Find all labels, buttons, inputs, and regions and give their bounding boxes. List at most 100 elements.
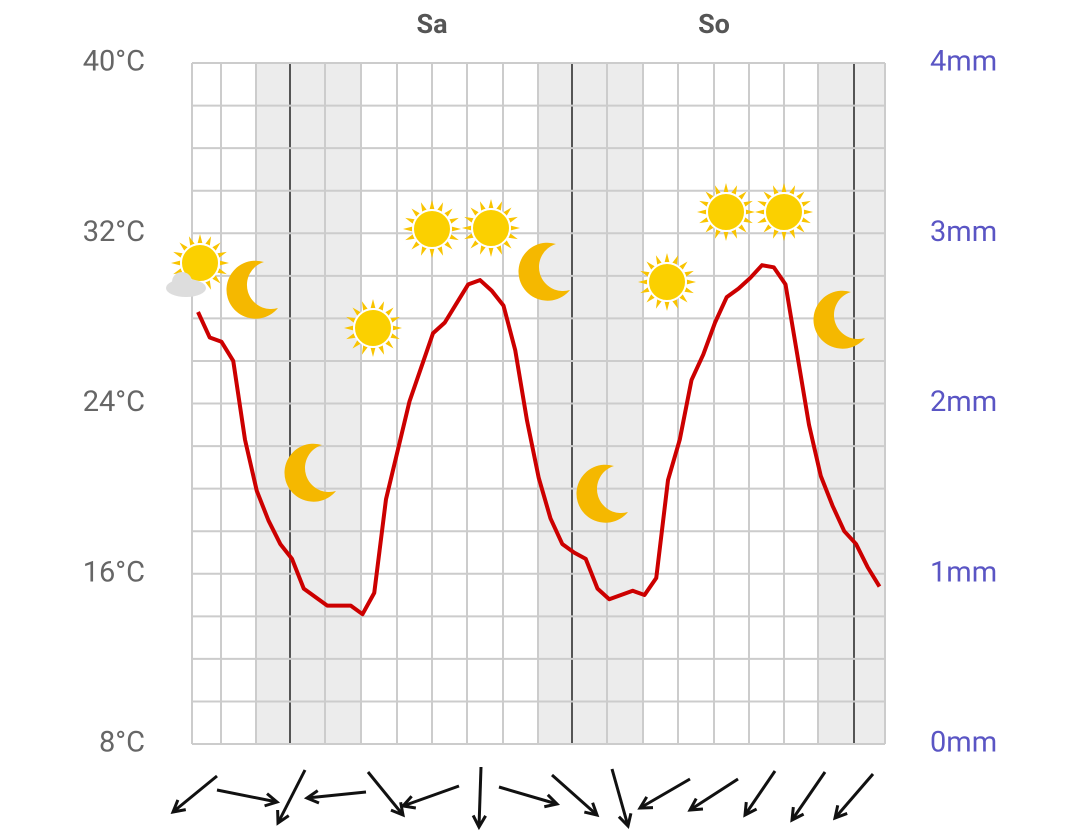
sun-icon <box>697 183 755 241</box>
wind-arrow <box>832 773 875 821</box>
sun-icon <box>638 253 696 311</box>
sun-ray <box>738 224 747 233</box>
y-tick-label: 8°C <box>99 726 145 760</box>
sun-ray <box>745 209 755 215</box>
sun-ray <box>801 217 811 224</box>
arrow-shaft <box>689 777 739 812</box>
sun-ray <box>796 191 805 200</box>
sun-ray <box>699 200 709 207</box>
sun-ray <box>420 246 427 256</box>
sun-ray <box>684 270 694 277</box>
arrow-shaft <box>477 766 483 828</box>
sun-ray <box>757 200 767 207</box>
arrow-head <box>617 812 633 830</box>
sun-ray <box>392 325 402 331</box>
arrow-head <box>543 793 561 809</box>
sun-ray <box>403 226 413 232</box>
sun-ray <box>444 208 453 217</box>
sun-ray <box>451 226 461 232</box>
sun-ray <box>723 183 729 193</box>
sun-disc <box>471 208 511 248</box>
sun-ray <box>772 185 779 195</box>
sun-ray <box>464 216 474 223</box>
sun-ray <box>470 240 479 249</box>
sun-ray <box>352 307 361 316</box>
sun-ray <box>731 229 738 239</box>
arrow-shaft <box>402 784 460 808</box>
sun-ray <box>646 261 655 270</box>
sun-ray <box>411 208 420 217</box>
sun-ray <box>655 299 662 309</box>
sun-ray <box>488 199 494 209</box>
grid <box>191 62 886 745</box>
sun-ray <box>361 301 368 311</box>
y-tick-label: 40°C <box>83 45 145 79</box>
sun-ray <box>217 268 227 275</box>
sun-ray <box>781 183 787 193</box>
temperature-line <box>196 263 882 617</box>
sun-ray <box>352 340 361 349</box>
y2-tick-label: 0mm <box>930 726 997 760</box>
sun-ray <box>212 242 221 251</box>
sun-ray <box>638 279 648 285</box>
sun-disc <box>353 308 393 348</box>
sun-disc <box>706 192 746 232</box>
sun-ray <box>411 241 420 250</box>
sun-ray <box>496 245 503 255</box>
sun-ray <box>212 275 221 284</box>
sun-ray <box>796 224 805 233</box>
sun-ray <box>346 333 356 340</box>
sun-ray <box>188 236 195 246</box>
sun-ray <box>697 209 707 215</box>
wind-arrow <box>276 769 307 826</box>
sun-ray <box>655 255 662 265</box>
sun-ray <box>789 229 796 239</box>
moon-icon <box>813 290 865 349</box>
sun-ray <box>405 217 415 224</box>
sun-icon <box>403 200 461 258</box>
moon-icon <box>284 443 336 502</box>
sun-ray <box>503 207 512 216</box>
sun-ray <box>390 333 400 340</box>
sun-ray <box>510 225 520 231</box>
sun-ray <box>205 236 212 246</box>
sun-ray <box>437 246 444 256</box>
wind-arrow <box>743 770 777 818</box>
sun-ray <box>420 202 427 212</box>
sun-ray <box>437 202 444 212</box>
sun-ray <box>705 191 714 200</box>
sun-ray <box>803 209 813 215</box>
wind-arrow <box>303 789 367 805</box>
cloud-icon <box>172 272 192 292</box>
arrow-shaft <box>366 771 405 816</box>
sun-ray <box>679 294 688 303</box>
sun-ray <box>361 345 368 355</box>
wind-arrow <box>400 784 460 810</box>
wind-arrow <box>637 777 691 810</box>
sun-ray <box>640 287 650 294</box>
sun-ray <box>405 234 415 241</box>
sun-ray <box>789 185 796 195</box>
wind-arrow <box>216 788 281 808</box>
moon-icon <box>518 242 570 301</box>
sun-ray <box>738 191 747 200</box>
sun-ray <box>462 225 472 231</box>
sun-ray <box>714 229 721 239</box>
arrow-head <box>790 806 805 823</box>
sun-ray <box>664 301 670 311</box>
sun-disc <box>647 262 687 302</box>
arrow-head <box>832 804 848 821</box>
wind-arrow <box>170 774 218 814</box>
sun-ray <box>743 200 753 207</box>
sun-ray <box>444 241 453 250</box>
sun-ray <box>705 224 714 233</box>
arrow-shaft <box>306 790 367 800</box>
wind-arrow <box>687 777 739 812</box>
sun-ray <box>346 316 356 323</box>
sun-ray <box>429 248 435 258</box>
sun-ray <box>801 200 811 207</box>
weather-icons <box>166 183 865 523</box>
sun-icon <box>344 299 402 357</box>
sun-ray <box>684 287 694 294</box>
